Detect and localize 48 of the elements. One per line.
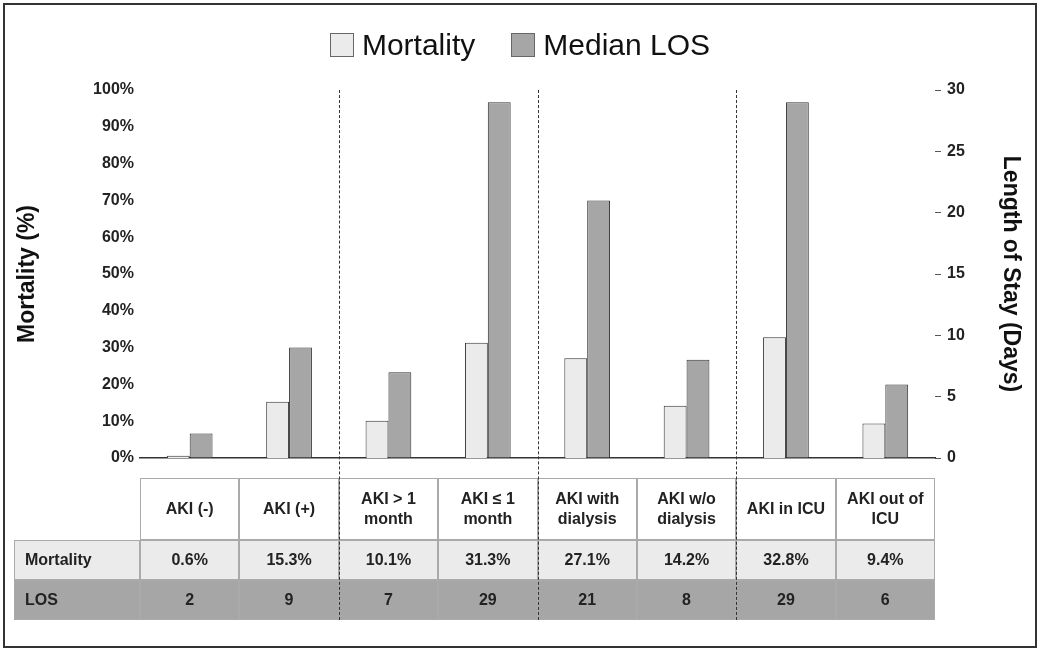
data-label: 9 xyxy=(239,580,339,620)
y-tick-label: 40% xyxy=(101,301,134,319)
x-tick-label: AKI w/o dialysis xyxy=(636,478,737,540)
y2-axis-title: Length of Stay (Days) xyxy=(998,155,1025,393)
x-tick-label: AKI out of ICU xyxy=(835,478,935,540)
data-label: 27.1% xyxy=(537,540,637,580)
x-tick-label: AKI > 1 month xyxy=(338,478,439,540)
data-label: 14.2% xyxy=(636,540,737,580)
text: LOS xyxy=(14,580,140,620)
y2-tick-label: 25 xyxy=(947,141,965,159)
legend-label: Mortality xyxy=(361,28,476,62)
y2-tick-label: 20 xyxy=(947,203,965,221)
data-label: 32.8% xyxy=(736,540,836,580)
y-tick-label: 80% xyxy=(101,154,134,172)
x-tick-label: AKI ≤ 1 month xyxy=(438,478,538,540)
y-tick-label: 50% xyxy=(101,264,134,282)
data-label: 15.3% xyxy=(239,540,339,580)
x-tick-label: AKI with dialysis xyxy=(537,478,637,540)
data-label: 29 xyxy=(736,580,836,620)
text: Mortality xyxy=(14,540,140,580)
x-tick-label: AKI (+) xyxy=(239,478,339,540)
y-tick-label: 60% xyxy=(101,227,134,245)
y2-tick-label: 0 xyxy=(947,448,956,466)
y-axis-title: Mortality (%) xyxy=(13,205,40,343)
y-tick-label: 20% xyxy=(101,374,134,392)
data-label: 0.6% xyxy=(140,540,240,580)
y-tick-label: 0% xyxy=(110,448,134,466)
data-label: 6 xyxy=(835,580,935,620)
y2-tick-label: 10 xyxy=(947,325,965,343)
x-tick-label: AKI in ICU xyxy=(736,478,836,540)
data-label: 8 xyxy=(636,580,737,620)
y2-tick-label: 5 xyxy=(947,387,956,405)
y-tick-label: 10% xyxy=(101,411,134,429)
y-tick-label: 100% xyxy=(93,80,134,98)
y-tick-label: 30% xyxy=(101,338,134,356)
data-label: 7 xyxy=(338,580,439,620)
x-tick-label: AKI (-) xyxy=(140,478,240,540)
data-label: 29 xyxy=(438,580,538,620)
legend-label: Median LOS xyxy=(543,28,711,62)
y2-tick-label: 30 xyxy=(947,80,965,98)
y-tick-label: 90% xyxy=(101,117,134,135)
data-label: 9.4% xyxy=(835,540,935,580)
data-label: 10.1% xyxy=(338,540,439,580)
data-label: 31.3% xyxy=(438,540,538,580)
y2-tick-label: 15 xyxy=(947,264,965,282)
data-label: 21 xyxy=(537,580,637,620)
data-label: 2 xyxy=(140,580,240,620)
y-tick-label: 70% xyxy=(101,190,134,208)
